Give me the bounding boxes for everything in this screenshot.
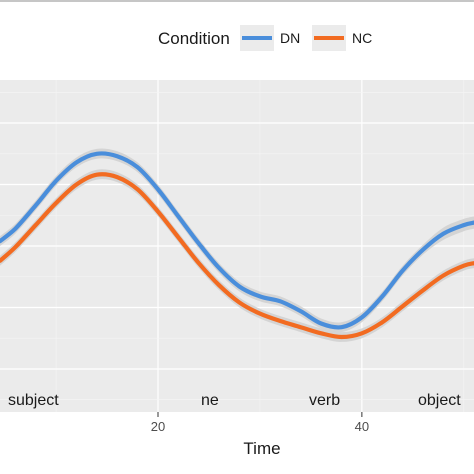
annotation-object: object xyxy=(418,392,461,409)
legend-label-nc: NC xyxy=(352,30,372,46)
series-line-dn xyxy=(0,151,474,330)
x-tick-label-0: 20 xyxy=(151,419,165,434)
x-tick-label-1: 40 xyxy=(355,419,369,434)
series-line-nc xyxy=(0,172,474,340)
annotation-subject: subject xyxy=(8,392,59,409)
x-axis: 20 40 xyxy=(151,412,369,434)
annotations: subject ne verb object xyxy=(8,392,461,409)
series-layer xyxy=(0,148,474,342)
legend: Condition DN NC xyxy=(158,25,372,51)
x-axis-title: Time xyxy=(243,439,280,458)
legend-title: Condition xyxy=(158,29,230,48)
annotation-ne: ne xyxy=(201,392,219,409)
annotation-verb: verb xyxy=(309,392,340,409)
legend-label-dn: DN xyxy=(280,30,300,46)
